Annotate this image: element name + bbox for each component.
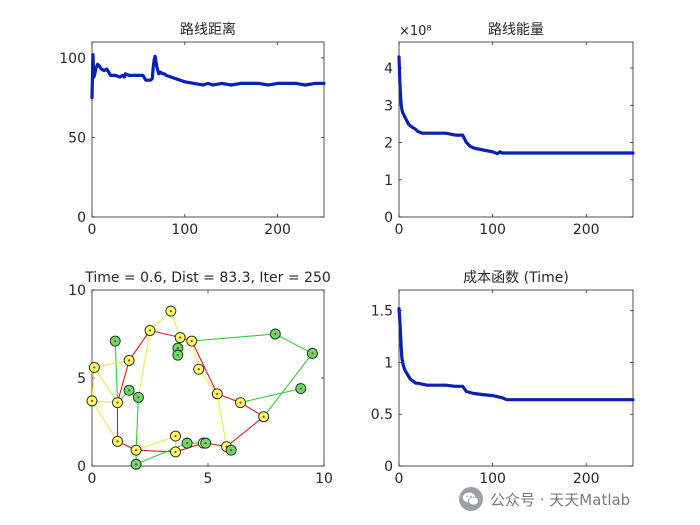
city-point-center — [174, 450, 177, 454]
y-tick-label: 1.5 — [371, 304, 393, 320]
city-point-center — [116, 440, 119, 443]
wechat-icon — [459, 487, 483, 511]
y-tick-label: 50 — [68, 130, 86, 146]
plot-area-box — [91, 289, 325, 467]
city-point-center — [116, 401, 119, 404]
plot-area-box — [398, 41, 634, 218]
chart-title: 路线距离 — [180, 21, 236, 38]
x-tick-label: 100 — [479, 471, 506, 487]
x-tick-label: 0 — [88, 222, 97, 238]
route-edge — [91, 359, 130, 442]
watermark-text: 公众号 · 天天Matlab — [490, 490, 631, 509]
route-edge — [137, 330, 151, 398]
y-tick-label: 0.5 — [371, 407, 393, 423]
city-point-center — [90, 399, 94, 402]
watermark: 公众号 · 天天Matlab — [458, 486, 630, 512]
chart-title: Time = 0.6, Dist = 83.3, Iter = 250 — [84, 270, 331, 286]
y-tick-label: 3 — [384, 98, 393, 114]
y-tick-label: 1 — [384, 173, 393, 189]
y-tick-label: 100 — [59, 51, 86, 67]
city-point-center — [190, 339, 193, 343]
series-line — [397, 55, 635, 156]
x-tick-label: 0 — [395, 471, 404, 487]
subplot-route-energy: 0 100 200 0 1 2 3 4 路线能量 ×10⁸ — [384, 22, 635, 238]
route-edge — [191, 340, 228, 447]
city-point-center — [299, 387, 302, 390]
city-point-center — [186, 442, 189, 445]
city-point-center — [176, 354, 179, 357]
route-edge — [191, 333, 314, 418]
y-tick-label: 2 — [384, 136, 393, 152]
y-tick-label: 5 — [77, 371, 86, 387]
city-point-center — [169, 310, 172, 313]
plot-area-box — [398, 289, 634, 467]
y-tick-label: 1 — [384, 355, 393, 371]
y-tick-label: 0 — [384, 210, 393, 226]
route-edge — [240, 388, 301, 404]
chart-title: 成本函数 (Time) — [463, 270, 569, 286]
city-point-center — [128, 359, 131, 362]
city-point-center — [311, 352, 314, 355]
x-tick-label: 100 — [171, 222, 198, 238]
city-point-center — [204, 442, 207, 445]
city-point-center — [114, 339, 117, 343]
city-point-center — [148, 329, 152, 332]
city-point-center — [137, 396, 140, 399]
x-tick-label: 200 — [573, 471, 600, 487]
plot-area-box — [91, 41, 325, 218]
city-point-center — [230, 449, 233, 452]
x-tick-label: 100 — [479, 222, 506, 238]
city-point-center — [216, 392, 219, 395]
subplot-cost-function: 0 100 200 0 0.5 1 1.5 成本函数 (Time) — [371, 270, 635, 487]
x-tick-label: 5 — [204, 471, 213, 487]
city-point-center — [128, 389, 131, 392]
city-point-center — [174, 434, 177, 438]
y-tick-label: 0 — [77, 210, 86, 226]
city-point-center — [274, 332, 277, 336]
exponent-label: ×10⁸ — [399, 24, 432, 39]
subplot-route-distance: 0 100 200 0 50 100 路线距离 — [59, 21, 326, 238]
y-tick-label: 4 — [384, 61, 393, 77]
x-tick-label: 0 — [88, 471, 97, 487]
series-line — [90, 53, 326, 100]
city-point-center — [179, 336, 182, 339]
city-point-center — [197, 368, 200, 371]
city-point-center — [176, 346, 179, 350]
y-tick-label: 10 — [68, 283, 86, 299]
x-tick-label: 200 — [264, 222, 291, 238]
x-tick-label: 200 — [573, 222, 600, 238]
chart-title: 路线能量 — [488, 22, 544, 38]
city-point-center — [134, 449, 138, 452]
x-tick-label: 10 — [315, 471, 333, 487]
x-tick-label: 0 — [395, 222, 404, 238]
city-point-center — [239, 401, 242, 404]
city-point-center — [134, 463, 138, 466]
city-point-center — [262, 415, 265, 418]
series-line — [397, 307, 635, 402]
y-tick-label: 0 — [384, 459, 393, 475]
y-tick-label: 0 — [77, 459, 86, 475]
city-point-center — [93, 366, 96, 369]
